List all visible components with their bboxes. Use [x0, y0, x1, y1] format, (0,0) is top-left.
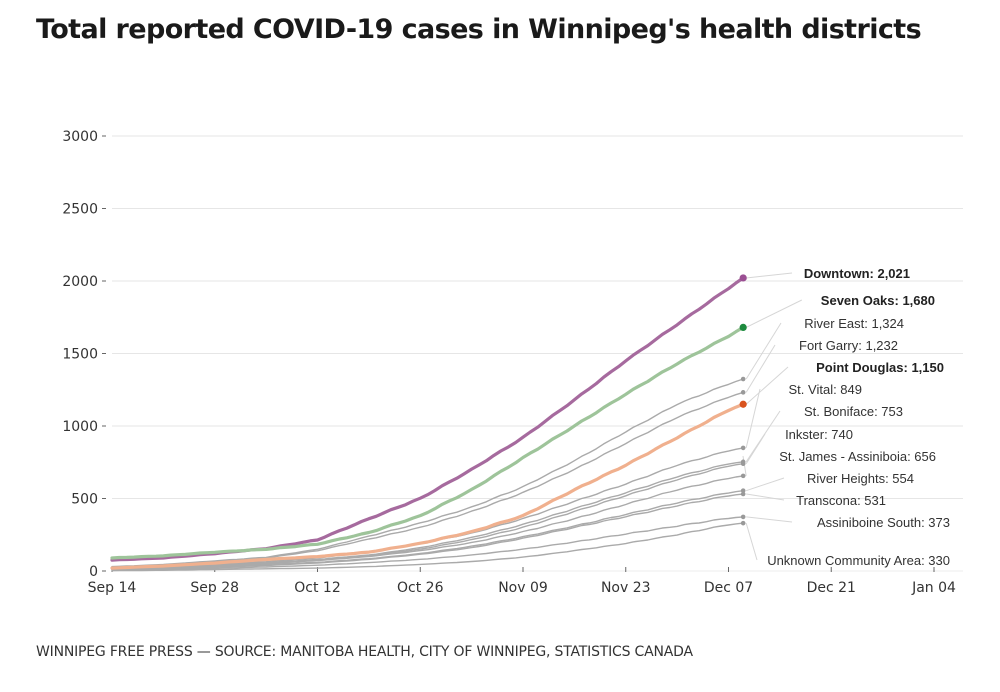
leader-line-downtown	[746, 272, 793, 279]
x-tick-label: Jan 04	[911, 580, 956, 596]
series-line-river-east	[111, 378, 744, 568]
end-label-inkster: Inkster: 740	[785, 427, 853, 442]
series-line-st-james-assiniboia	[111, 475, 744, 570]
end-label-st-james-assiniboia: St. James - Assiniboia: 656	[779, 449, 936, 464]
series-line-assiniboine-south	[111, 516, 744, 571]
x-tick-label: Oct 26	[397, 580, 444, 596]
series-line-seven-oaks	[110, 325, 745, 560]
y-tick-label: 3000	[62, 129, 98, 145]
x-tick-label: Dec 07	[704, 580, 753, 596]
end-dot-river-heights	[740, 488, 746, 493]
y-axis: 0 500 1000 1500 2000 2500 3000	[62, 129, 106, 580]
leader-line-st-james-assiniboia	[742, 455, 747, 476]
end-label-river-east: River East: 1,324	[804, 316, 904, 331]
series-line-downtown	[110, 276, 745, 562]
end-dot-st-james-assiniboia	[740, 473, 746, 479]
end-label-river-heights: River Heights: 554	[807, 471, 914, 486]
y-tick-label: 2500	[62, 202, 98, 218]
x-axis: Sep 14 Sep 28 Oct 12 Oct 26 Nov 09 Nov 23 Dec …	[88, 567, 956, 596]
y-tick-label: 0	[89, 564, 98, 580]
leader-line-seven-oaks	[745, 299, 803, 328]
background-series	[111, 378, 744, 572]
end-dot-assiniboine-south	[740, 514, 746, 520]
end-dot-river-east	[740, 376, 746, 382]
end-dot-st-vital	[740, 445, 746, 451]
chart-title: Total reported COVID-19 cases in Winnipe…	[36, 14, 922, 45]
end-dots	[739, 274, 747, 526]
x-tick-label: Sep 14	[88, 580, 137, 596]
leader-line-fort-garry	[745, 344, 776, 393]
series-line-point-douglas	[110, 402, 745, 570]
end-label-point-douglas: Point Douglas: 1,150	[816, 360, 944, 375]
end-dot-downtown	[739, 274, 747, 282]
leader-line-unknown-community-area	[745, 523, 758, 561]
end-label-fort-garry: Fort Garry: 1,232	[799, 338, 898, 353]
end-label-st-boniface: St. Boniface: 753	[804, 404, 903, 419]
source-credit: WINNIPEG FREE PRESS — SOURCE: MANITOBA H…	[36, 644, 693, 660]
end-dot-point-douglas	[739, 400, 747, 408]
end-label-st-vital: St. Vital: 849	[789, 382, 862, 397]
x-tick-label: Nov 23	[601, 580, 651, 596]
end-label-transcona: Transcona: 531	[796, 493, 886, 508]
end-label-seven-oaks: Seven Oaks: 1,680	[821, 293, 935, 308]
leader-line-point-douglas	[745, 366, 789, 405]
end-label-downtown: Downtown: 2,021	[804, 266, 910, 281]
series-line-river-heights	[111, 490, 744, 571]
leader-line-inkster	[745, 433, 766, 464]
y-tick-label: 1500	[62, 347, 98, 363]
end-dot-inkster	[740, 461, 746, 467]
end-dot-seven-oaks	[739, 323, 747, 331]
series-line-transcona	[111, 493, 744, 571]
x-tick-label: Nov 09	[498, 580, 548, 596]
end-dot-unknown-community-area	[740, 520, 746, 526]
end-label-assiniboine-south: Assiniboine South: 373	[817, 515, 950, 530]
series-line-st-vital	[111, 447, 744, 570]
end-dot-fort-garry	[740, 390, 746, 395]
x-tick-label: Dec 21	[807, 580, 856, 596]
y-tick-label: 1000	[62, 419, 98, 435]
leader-line-assiniboine-south	[746, 516, 793, 523]
highlight-series	[110, 276, 745, 570]
x-tick-label: Oct 12	[294, 580, 340, 596]
leader-line-river-heights	[746, 477, 785, 492]
leader-line-st-vital	[745, 388, 761, 449]
series-line-unknown-community-area	[111, 522, 744, 572]
y-tick-label: 500	[71, 492, 98, 508]
end-dot-transcona	[740, 491, 746, 497]
x-tick-label: Sep 28	[190, 580, 239, 596]
label-leader-lines	[742, 272, 803, 561]
leader-line-river-east	[745, 322, 782, 380]
end-labels: Downtown: 2,021 Seven Oaks: 1,680 River Ea…	[767, 266, 950, 568]
y-tick-label: 2000	[62, 274, 98, 290]
leader-line-transcona	[746, 493, 785, 501]
end-label-unknown-community-area: Unknown Community Area: 330	[767, 553, 950, 568]
